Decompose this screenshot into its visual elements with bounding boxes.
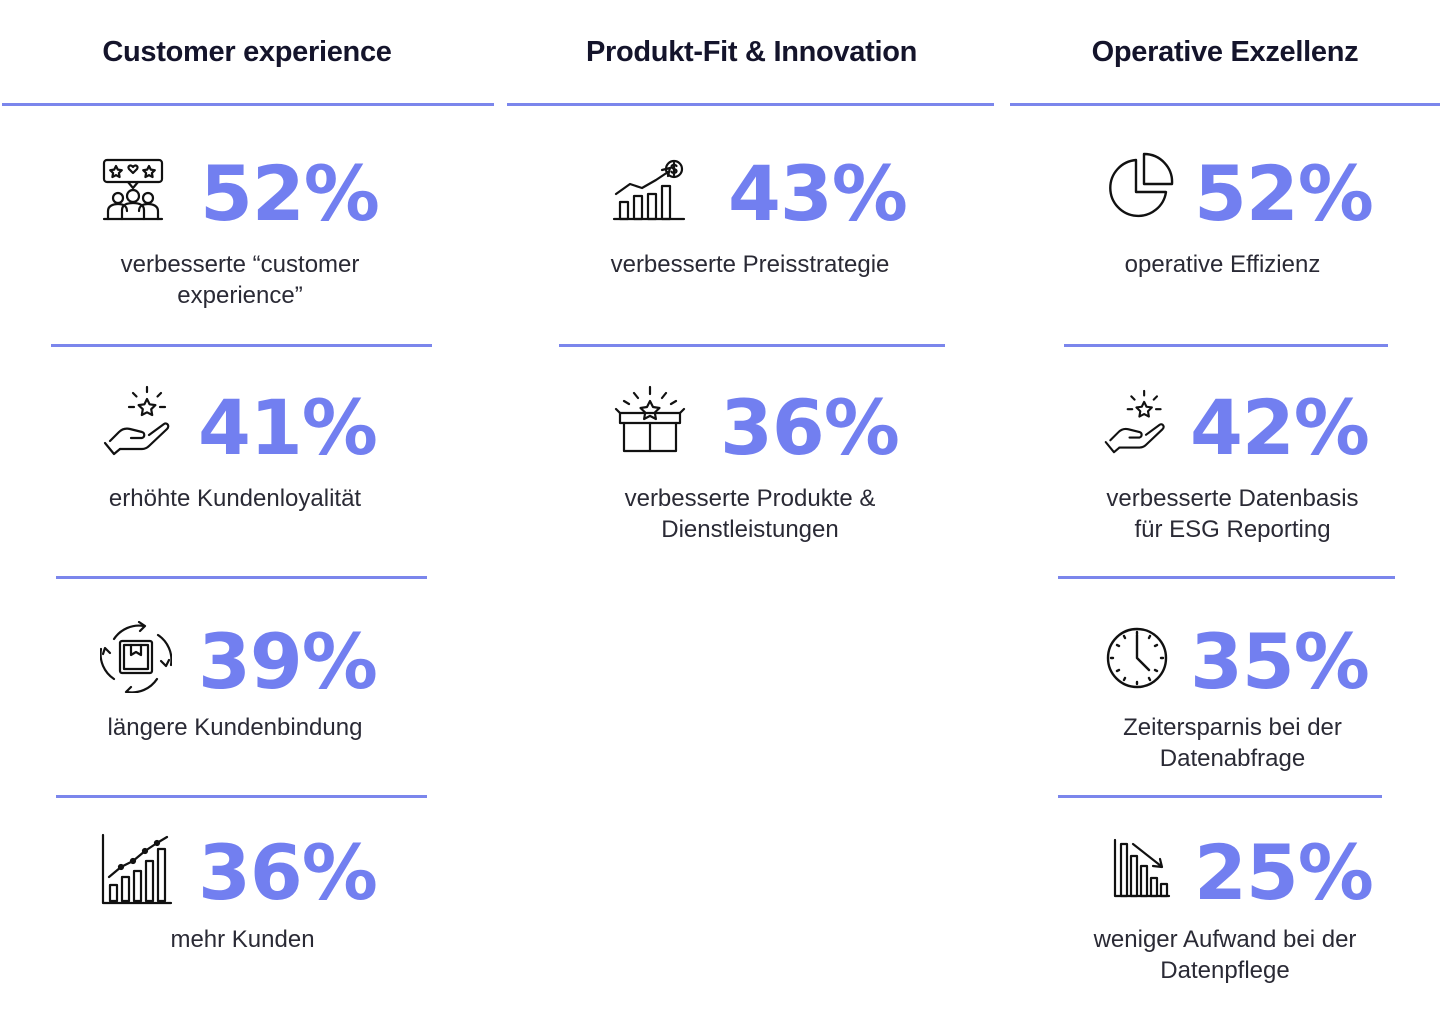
stat-value: 42% bbox=[1190, 383, 1370, 472]
stat-divider bbox=[51, 344, 432, 347]
stat-value: 35% bbox=[1190, 617, 1370, 706]
column-title-customer-experience: Customer experience bbox=[102, 36, 392, 68]
stat-value: 41% bbox=[198, 383, 378, 472]
stat-value: 43% bbox=[728, 149, 908, 238]
column-header-divider bbox=[2, 103, 494, 106]
hand-star-icon bbox=[102, 385, 172, 457]
column-title-operative-exzellenz: Operative Exzellenz bbox=[1091, 36, 1359, 68]
stat-divider bbox=[1058, 795, 1382, 798]
hand-star-icon bbox=[1103, 386, 1167, 458]
column-header-divider bbox=[1010, 103, 1440, 106]
stat-label: weniger Aufwand bei der Datenpflege bbox=[1093, 926, 1357, 984]
growth-bar-chart-icon bbox=[101, 833, 173, 905]
column-header-divider bbox=[507, 103, 994, 106]
stat-label: Zeitersparnis bei der Datenabfrage bbox=[1123, 714, 1342, 772]
stat-divider bbox=[559, 344, 945, 347]
stat-value: 52% bbox=[200, 149, 380, 238]
clock-icon bbox=[1105, 621, 1169, 693]
stat-divider bbox=[56, 795, 427, 798]
stat-label: verbesserte Produkte & Dienstleistungen bbox=[624, 485, 876, 543]
stat-value: 36% bbox=[198, 828, 378, 917]
reviews-team-icon bbox=[100, 157, 166, 223]
price-growth-icon bbox=[612, 158, 686, 222]
stat-label: verbesserte Preisstrategie bbox=[610, 251, 890, 278]
stat-divider bbox=[1064, 344, 1388, 347]
stat-divider bbox=[1058, 576, 1395, 579]
column-title-produkt-fit: Produkt-Fit & Innovation bbox=[585, 36, 918, 68]
stat-label: mehr Kunden bbox=[170, 926, 315, 953]
stat-label: verbesserte “customer experience” bbox=[120, 251, 360, 309]
stat-label: operative Effizienz bbox=[1124, 251, 1321, 278]
stat-label: erhöhte Kundenloyalität bbox=[108, 485, 362, 512]
stat-divider bbox=[56, 576, 427, 579]
stat-value: 25% bbox=[1194, 828, 1374, 917]
open-box-star-icon bbox=[614, 385, 686, 455]
box-cycle-icon bbox=[100, 621, 172, 693]
pie-chart-icon bbox=[1106, 152, 1174, 224]
stat-value: 39% bbox=[198, 617, 378, 706]
stat-value: 52% bbox=[1194, 149, 1374, 238]
stat-label: verbesserte Datenbasis für ESG Reporting bbox=[1106, 485, 1359, 543]
decline-bar-chart-icon bbox=[1113, 838, 1171, 898]
stat-label: längere Kundenbindung bbox=[107, 714, 363, 741]
stat-value: 36% bbox=[720, 383, 900, 472]
